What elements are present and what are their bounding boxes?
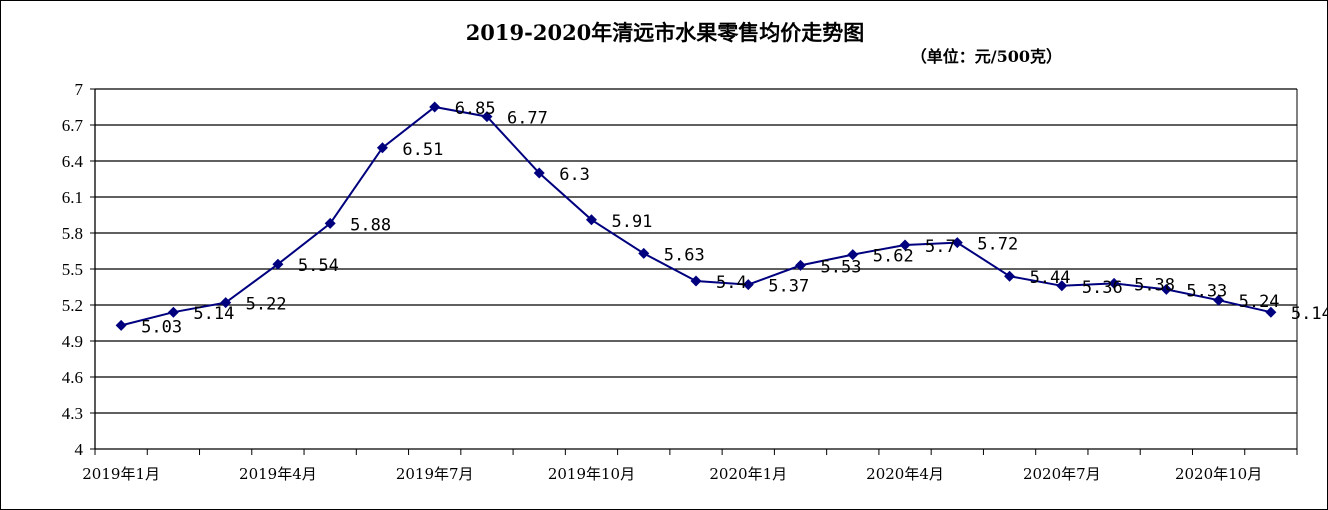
data-label: 5.88 [350, 215, 391, 235]
data-label: 5.14 [1291, 304, 1328, 324]
data-label: 5.72 [977, 235, 1018, 255]
data-label: 5.37 [768, 277, 809, 297]
data-label: 6.77 [507, 109, 548, 129]
data-label: 6.51 [402, 140, 443, 160]
x-tick-label: 2020年10月 [1175, 465, 1262, 483]
gridlines [95, 88, 1297, 414]
y-tick-label: 5.5 [62, 260, 83, 279]
data-label: 5.7 [925, 237, 956, 257]
data-label: 5.38 [1134, 275, 1175, 295]
x-tick-label: 2020年1月 [709, 465, 787, 483]
x-tick-label: 2019年1月 [82, 465, 160, 483]
data-point [481, 111, 493, 123]
data-point [220, 297, 232, 309]
data-label: 5.4 [716, 273, 747, 293]
data-point [1004, 270, 1016, 282]
y-tick-label: 4 [75, 440, 84, 459]
x-tick-label: 2019年7月 [396, 465, 474, 483]
data-point [1108, 277, 1120, 289]
data-label: 5.22 [246, 295, 287, 315]
data-point [376, 142, 388, 154]
data-point [115, 319, 127, 331]
x-tick-label: 2019年4月 [239, 465, 317, 483]
y-tick-label: 7 [75, 80, 84, 99]
y-tick-label: 6.7 [62, 116, 84, 135]
y-tick-label: 4.6 [62, 368, 83, 387]
data-point [847, 249, 859, 261]
data-label: 5.91 [611, 212, 652, 232]
data-point [429, 101, 441, 113]
data-label: 5.24 [1239, 292, 1280, 312]
data-label: 5.14 [193, 304, 234, 324]
y-tick-label: 5.2 [62, 296, 83, 315]
data-point [1213, 294, 1225, 306]
x-tick-labels: 2019年1月 2019年4月 2019年7月 2019年10月 2020年1月 2020… [82, 465, 1262, 483]
axes [90, 88, 1298, 455]
data-label: 5.03 [141, 317, 182, 337]
data-point [795, 259, 807, 271]
series-markers [115, 101, 1277, 331]
data-label: 5.63 [664, 245, 705, 265]
data-point [272, 258, 284, 270]
data-point [742, 279, 754, 291]
data-point [951, 237, 963, 249]
data-label: 6.85 [455, 99, 496, 119]
y-tick-label: 4.9 [62, 332, 83, 351]
data-point [1265, 306, 1277, 318]
data-labels: 5.03 5.14 5.22 5.54 5.88 6.51 6.85 6.77 6.3 5.91 5… [141, 99, 1328, 337]
data-point [638, 247, 650, 259]
y-tick-label: 6.1 [62, 188, 83, 207]
data-label: 5.33 [1186, 281, 1227, 301]
data-label: 6.3 [559, 165, 590, 185]
x-tick-label: 2020年7月 [1023, 465, 1101, 483]
x-tick-label: 2019年10月 [548, 465, 635, 483]
data-point [899, 239, 911, 251]
data-label: 5.62 [873, 247, 914, 267]
data-point [533, 167, 545, 179]
y-tick-label: 5.8 [62, 224, 83, 243]
data-point [690, 275, 702, 287]
data-label: 5.44 [1030, 268, 1071, 288]
x-tick-label: 2020年4月 [866, 465, 944, 483]
data-label: 5.36 [1082, 278, 1123, 298]
data-point [324, 217, 336, 229]
data-point [167, 306, 179, 318]
data-point [585, 214, 597, 226]
data-label: 5.53 [821, 257, 862, 277]
data-point [1160, 283, 1172, 295]
unit-note: （单位：元/500克） [911, 47, 1062, 66]
data-label: 5.54 [298, 256, 339, 276]
y-tick-label: 4.3 [62, 404, 83, 423]
y-tick-labels: 4 4.3 4.6 4.9 5.2 5.5 5.8 6.1 6.4 6.7 7 [62, 80, 84, 459]
chart-title: 2019-2020年清远市水果零售均价走势图 [466, 20, 865, 45]
data-point [1056, 280, 1068, 292]
y-tick-label: 6.4 [62, 152, 84, 171]
